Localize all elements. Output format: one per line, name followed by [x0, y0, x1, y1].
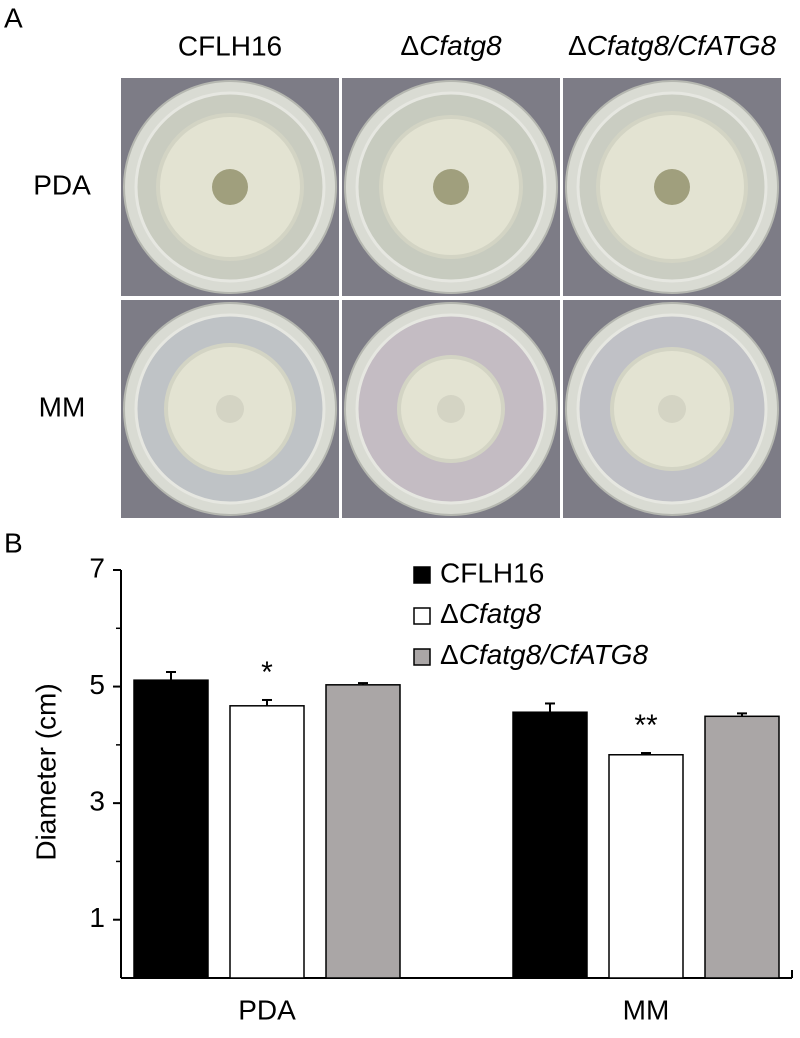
bar — [133, 679, 209, 979]
colony-center — [433, 169, 469, 205]
bar — [608, 754, 684, 979]
legend-swatch — [413, 566, 431, 584]
panel-label: B — [4, 527, 23, 558]
column-header: CFLH16 — [178, 30, 282, 61]
bar — [512, 711, 588, 979]
bar — [704, 715, 780, 979]
column-header: ΔCfatg8/CfATG8 — [568, 30, 776, 61]
column-header: ΔCfatg8 — [400, 30, 502, 61]
x-tick-label: MM — [623, 994, 670, 1025]
bar — [229, 705, 305, 979]
significance-label: ** — [634, 709, 658, 742]
y-tick-label: 7 — [89, 552, 105, 583]
colony-center — [212, 169, 248, 205]
y-axis-label: Diameter (cm) — [30, 683, 61, 860]
colony-center — [654, 169, 690, 205]
y-tick-label: 1 — [89, 902, 105, 933]
legend-swatch — [413, 607, 431, 625]
significance-label: * — [261, 656, 273, 689]
legend-label: ΔCfatg8/CfATG8 — [440, 639, 648, 670]
colony-center — [216, 395, 244, 423]
legend-label: ΔCfatg8 — [440, 598, 542, 629]
y-tick-label: 3 — [89, 786, 105, 817]
bar — [325, 684, 401, 979]
x-tick-label: PDA — [238, 994, 296, 1025]
legend-label: CFLH16 — [440, 557, 544, 588]
colony-center — [658, 395, 686, 423]
legend-swatch — [413, 648, 431, 666]
row-label: MM — [39, 391, 86, 422]
colony-center — [437, 395, 465, 423]
y-tick-label: 5 — [89, 669, 105, 700]
row-label: PDA — [33, 169, 91, 200]
panel-label: A — [4, 2, 23, 33]
